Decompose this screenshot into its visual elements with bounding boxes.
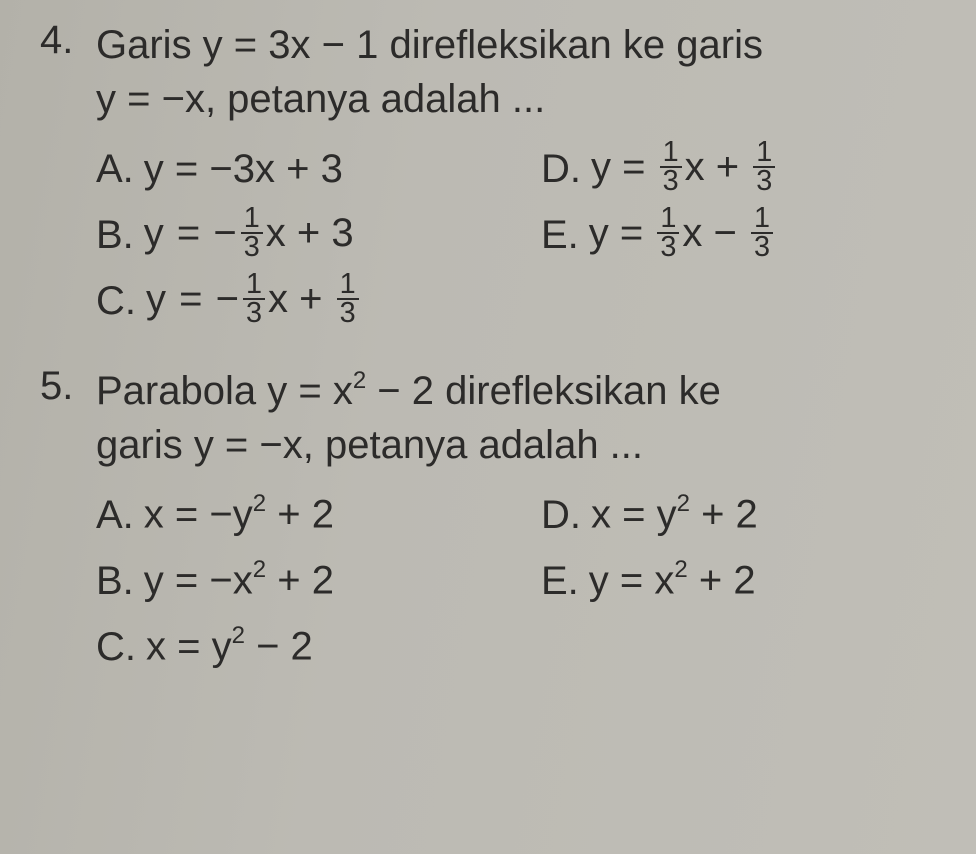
expr-post: + 2 (266, 559, 334, 603)
fraction: 13 (753, 139, 775, 196)
stem-post: − 2 direfleksikan ke (366, 369, 721, 413)
frac-den: 3 (241, 234, 263, 261)
choice-label: E. (541, 213, 579, 258)
choices: A. x = −y2 + 2 D. x = y2 + 2 B. y = −x2 … (96, 482, 946, 680)
choice-label: B. (96, 559, 134, 604)
stem-line-2: garis y = −x, petanya adalah ... (96, 423, 643, 467)
choice-expression: x = y2 − 2 (146, 624, 313, 669)
expr-prefix: y = (591, 145, 657, 189)
fraction: 13 (657, 205, 679, 262)
question-stem: Garis y = 3x − 1 direfleksikan ke garis … (96, 18, 946, 126)
expr-post: + 2 (690, 493, 758, 537)
choice-c: C. x = y2 − 2 (96, 614, 501, 680)
frac-den: 3 (753, 168, 775, 195)
expr-mid: x + 3 (266, 211, 354, 255)
page: 4. Garis y = 3x − 1 direfleksikan ke gar… (0, 0, 976, 854)
frac-num: 1 (657, 205, 679, 234)
expr-mid: x − (682, 211, 748, 255)
choice-expression: y = −13x + 13 (146, 273, 362, 330)
choice-label: B. (96, 213, 134, 258)
choice-e: E. y = x2 + 2 (541, 548, 946, 614)
stem-line-1: Parabola y = x2 − 2 direfleksikan ke (96, 369, 721, 413)
question-number: 4. (40, 18, 96, 63)
choice-a: A. y = −3x + 3 (96, 136, 501, 202)
stem-line-1: Garis y = 3x − 1 direfleksikan ke garis (96, 23, 763, 67)
frac-den: 3 (657, 234, 679, 261)
question-body: Parabola y = x2 − 2 direfleksikan ke gar… (96, 364, 946, 680)
frac-den: 3 (751, 234, 773, 261)
fraction: 13 (751, 205, 773, 262)
choices: A. y = −3x + 3 D. y = 13x + 13 B. y = −1… (96, 136, 946, 334)
expr-mid: x + (685, 145, 751, 189)
choice-b: B. y = −x2 + 2 (96, 548, 501, 614)
choice-b: B. y = −13x + 3 (96, 202, 501, 268)
choice-label: D. (541, 147, 581, 192)
expr-pre: y = −x (144, 559, 253, 603)
expr-prefix: y = − (144, 211, 238, 255)
fraction: 13 (243, 271, 265, 328)
choice-expression: y = −3x + 3 (144, 147, 343, 192)
frac-num: 1 (241, 205, 263, 234)
expr-pre: x = −y (144, 493, 253, 537)
expr-sup: 2 (677, 490, 690, 517)
frac-num: 1 (751, 205, 773, 234)
frac-den: 3 (337, 300, 359, 327)
choice-label: D. (541, 493, 581, 538)
choice-label: E. (541, 559, 579, 604)
choice-expression: y = 13x + 13 (591, 141, 778, 198)
choice-expression: y = 13x − 13 (589, 207, 776, 264)
expr-post: − 2 (245, 625, 313, 669)
fraction: 13 (241, 205, 263, 262)
expr-prefix: y = (589, 211, 655, 255)
choice-label: C. (96, 279, 136, 324)
question-5: 5. Parabola y = x2 − 2 direfleksikan ke … (40, 364, 946, 680)
question-number: 5. (40, 364, 96, 409)
choice-d: D. y = 13x + 13 (541, 136, 946, 202)
expr-sup: 2 (232, 622, 245, 649)
choice-label: C. (96, 625, 136, 670)
frac-num: 1 (243, 271, 265, 300)
fraction: 13 (660, 139, 682, 196)
choice-label: A. (96, 493, 134, 538)
choice-d: D. x = y2 + 2 (541, 482, 946, 548)
expr-prefix: y = − (146, 277, 240, 321)
question-stem: Parabola y = x2 − 2 direfleksikan ke gar… (96, 364, 946, 472)
question-body: Garis y = 3x − 1 direfleksikan ke garis … (96, 18, 946, 334)
frac-den: 3 (660, 168, 682, 195)
frac-num: 1 (753, 139, 775, 168)
expr-pre: y = x (589, 559, 675, 603)
frac-num: 1 (337, 271, 359, 300)
expr-post: + 2 (266, 493, 334, 537)
question-4: 4. Garis y = 3x − 1 direfleksikan ke gar… (40, 18, 946, 334)
expr-post: + 2 (688, 559, 756, 603)
expr-sup: 2 (674, 556, 687, 583)
choice-a: A. x = −y2 + 2 (96, 482, 501, 548)
frac-den: 3 (243, 300, 265, 327)
stem-pre: Parabola y = x (96, 369, 353, 413)
choice-expression: x = −y2 + 2 (144, 492, 334, 537)
frac-num: 1 (660, 139, 682, 168)
expr-pre: x = y (591, 493, 677, 537)
choice-expression: x = y2 + 2 (591, 492, 758, 537)
choice-expression: y = x2 + 2 (589, 558, 756, 603)
choice-c: C. y = −13x + 13 (96, 268, 501, 334)
choice-e: E. y = 13x − 13 (541, 202, 946, 268)
choice-label: A. (96, 147, 134, 192)
stem-sup: 2 (353, 367, 366, 394)
choice-expression: y = −x2 + 2 (144, 558, 334, 603)
expr-sup: 2 (253, 556, 266, 583)
choice-expression: y = −13x + 3 (144, 207, 354, 264)
fraction: 13 (337, 271, 359, 328)
stem-line-2: y = −x, petanya adalah ... (96, 77, 545, 121)
expr-pre: x = y (146, 625, 232, 669)
expr-sup: 2 (253, 490, 266, 517)
expr-mid: x + (268, 277, 334, 321)
